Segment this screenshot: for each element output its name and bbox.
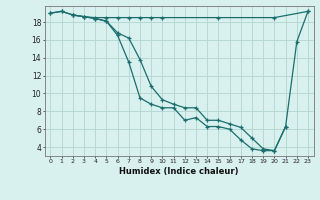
X-axis label: Humidex (Indice chaleur): Humidex (Indice chaleur) xyxy=(119,167,239,176)
